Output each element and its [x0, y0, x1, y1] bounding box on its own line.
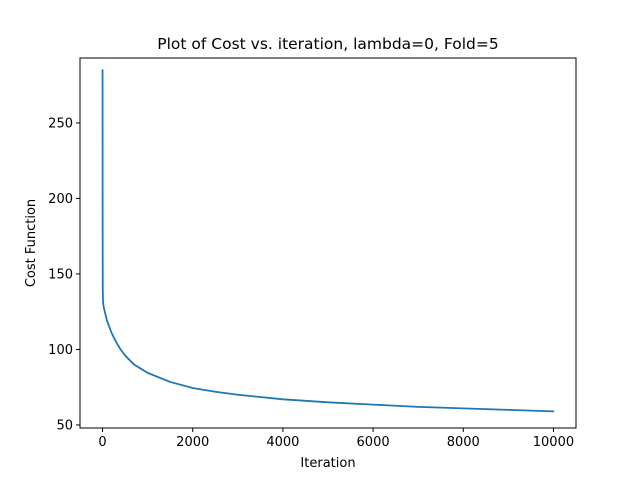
x-tick-label: 0: [98, 435, 106, 450]
x-tick-label: 2000: [176, 435, 209, 450]
x-tick-label: 6000: [357, 435, 390, 450]
y-axis-label: Cost Function: [24, 199, 39, 287]
x-tick-label: 10000: [533, 435, 574, 450]
x-tick-label: 4000: [266, 435, 299, 450]
x-axis-label: Iteration: [300, 456, 355, 471]
y-tick-label: 100: [48, 343, 73, 358]
cost-series-line: [101, 69, 555, 413]
x-tick-label: 8000: [447, 435, 480, 450]
y-tick-label: 150: [48, 267, 73, 282]
y-tick-label: 200: [48, 192, 73, 207]
y-tick-label: 250: [48, 116, 73, 131]
ticks-layer: 0 2000 4000 6000 8000 10000 50 100 150 200 250: [48, 116, 574, 450]
chart-title: Plot of Cost vs. iteration, lambda=0, Fo…: [157, 35, 498, 53]
plot-frame: [79, 57, 577, 429]
y-tick-label: 50: [56, 418, 73, 433]
series-layer: [101, 69, 555, 413]
